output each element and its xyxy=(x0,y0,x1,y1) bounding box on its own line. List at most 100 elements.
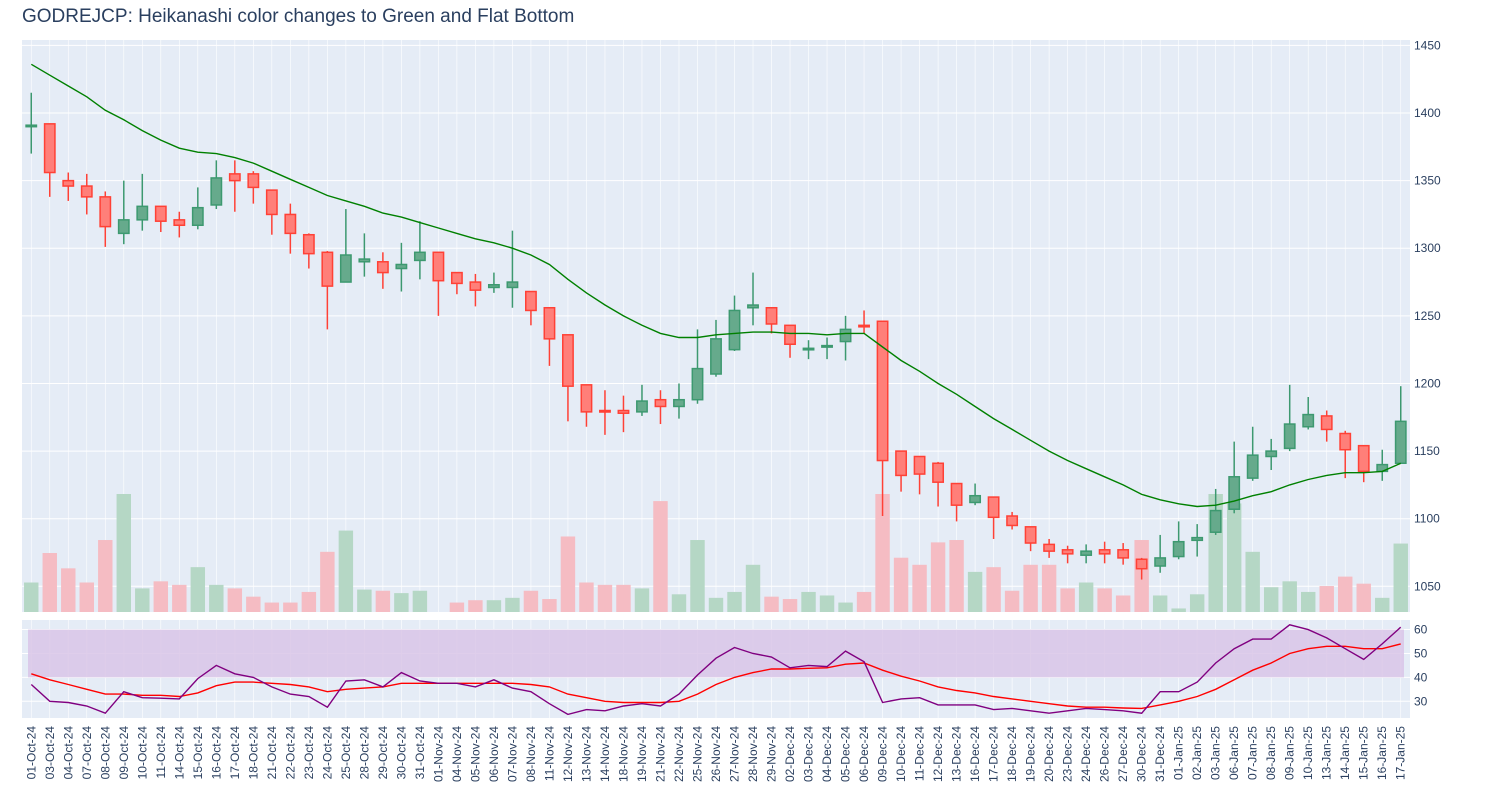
date-tick-label: 03-Oct-24 xyxy=(43,726,57,780)
date-tick-label: 11-Nov-24 xyxy=(542,726,556,781)
volume-bar xyxy=(227,588,243,612)
candle-body xyxy=(339,254,352,283)
candle-body xyxy=(413,251,426,262)
date-tick-label: 17-Jan-25 xyxy=(1394,726,1408,780)
date-tick-label: 03-Jan-25 xyxy=(1209,726,1223,780)
volume-bar xyxy=(1393,543,1408,612)
date-tick-label: 23-Oct-24 xyxy=(302,726,316,780)
volume-bar xyxy=(172,584,187,612)
candle-body xyxy=(247,173,260,189)
volume-bar xyxy=(708,597,724,612)
volume-bar xyxy=(264,602,280,612)
candle-body xyxy=(99,196,112,228)
candle-body xyxy=(858,324,870,328)
volume-bar xyxy=(375,590,391,612)
volume-bar xyxy=(801,591,816,612)
volume-bar xyxy=(782,599,798,612)
candle-body xyxy=(691,367,704,401)
candle-body xyxy=(562,334,574,387)
volume-bar xyxy=(912,564,927,612)
candle-body xyxy=(302,233,315,255)
volume-bar xyxy=(79,582,94,612)
volume-bar xyxy=(986,567,1001,612)
candle-body xyxy=(265,189,278,216)
volume-bar xyxy=(764,596,779,612)
candle-body xyxy=(210,177,223,206)
date-tick-label: 24-Dec-24 xyxy=(1079,726,1093,782)
candle-body xyxy=(1172,540,1185,558)
candle-body xyxy=(1098,549,1111,555)
date-tick-label: 07-Nov-24 xyxy=(505,726,519,782)
date-tick-label: 21-Oct-24 xyxy=(265,726,279,780)
volume-bar xyxy=(1338,576,1353,612)
volume-bar xyxy=(930,542,946,612)
rsi-ma-line xyxy=(31,643,1401,710)
date-tick-label: 08-Nov-24 xyxy=(524,726,538,782)
candle-body xyxy=(432,251,445,282)
candle-body xyxy=(1357,444,1370,473)
date-tick-label: 27-Nov-24 xyxy=(728,726,742,782)
date-tick-label: 16-Oct-24 xyxy=(209,726,223,780)
volume-bar xyxy=(616,584,631,612)
volume-bar xyxy=(875,494,890,612)
date-tick-label: 19-Dec-24 xyxy=(1024,726,1038,782)
date-tick-label: 16-Jan-25 xyxy=(1375,726,1389,780)
rsi-line xyxy=(30,624,1402,716)
candle-body xyxy=(969,494,982,504)
candle-body xyxy=(599,409,611,413)
candle-body xyxy=(895,450,907,477)
date-tick-label: 06-Jan-25 xyxy=(1227,726,1241,780)
date-tick-label: 09-Oct-24 xyxy=(117,726,131,780)
volume-bar xyxy=(1356,583,1371,612)
volume-bar xyxy=(671,594,687,612)
date-tick-label: 26-Dec-24 xyxy=(1098,726,1112,782)
candle-body xyxy=(487,284,500,289)
volume-bar xyxy=(893,557,909,612)
volume-bar xyxy=(1152,595,1168,612)
date-tick-label: 06-Dec-24 xyxy=(857,726,871,782)
date-tick-label: 23-Dec-24 xyxy=(1061,726,1075,782)
volume-bar xyxy=(1300,591,1316,612)
date-tick-label: 09-Jan-25 xyxy=(1283,726,1297,780)
date-tick-label: 15-Oct-24 xyxy=(191,726,205,780)
candle-body xyxy=(25,124,38,128)
candle-body xyxy=(80,185,93,198)
volume-bar xyxy=(98,540,113,612)
date-tick-label: 15-Jan-25 xyxy=(1357,726,1371,780)
candle-body xyxy=(1394,420,1407,465)
candle-body xyxy=(710,338,722,375)
volume-bar xyxy=(1060,588,1075,612)
price-tick-label: 1450 xyxy=(1414,38,1441,52)
price-tick-label: 1300 xyxy=(1414,241,1441,255)
volume-bar xyxy=(135,588,150,612)
date-tick-label: 02-Dec-24 xyxy=(783,726,797,782)
date-tick-label: 17-Oct-24 xyxy=(228,726,242,780)
price-tick-label: 1100 xyxy=(1414,512,1440,526)
volume-bar xyxy=(301,591,317,612)
date-tick-label: 25-Nov-24 xyxy=(690,726,704,782)
x-axis-ticks: 01-Oct-24 03-Oct-24 04-Oct-24 07-Oct-24 08-O… xyxy=(24,726,1407,782)
volume-bar xyxy=(560,536,576,612)
candle-body xyxy=(636,400,648,413)
volume-bar xyxy=(505,597,520,612)
volume-bar xyxy=(856,591,872,612)
date-tick-label: 13-Nov-24 xyxy=(579,726,593,782)
volume-bar xyxy=(1319,586,1334,612)
candlesticks xyxy=(25,92,1407,580)
date-tick-label: 13-Jan-25 xyxy=(1320,726,1334,780)
date-tick-label: 05-Nov-24 xyxy=(468,726,482,782)
candle-body xyxy=(1080,550,1093,556)
candle-body xyxy=(1302,413,1315,428)
volume-bar xyxy=(1171,608,1186,612)
date-tick-label: 22-Oct-24 xyxy=(283,726,297,780)
candle-body xyxy=(321,251,334,287)
date-tick-label: 18-Dec-24 xyxy=(1005,726,1019,782)
candle-body xyxy=(876,320,889,462)
chart-title: GODREJCP: Heikanashi color changes to Gr… xyxy=(22,6,575,27)
candle-body xyxy=(117,219,130,235)
candle-body xyxy=(1320,415,1333,431)
date-tick-label: 10-Dec-24 xyxy=(894,726,908,782)
candle-body xyxy=(821,344,833,348)
volume-bar xyxy=(1282,581,1297,612)
date-tick-label: 29-Oct-24 xyxy=(376,726,390,780)
